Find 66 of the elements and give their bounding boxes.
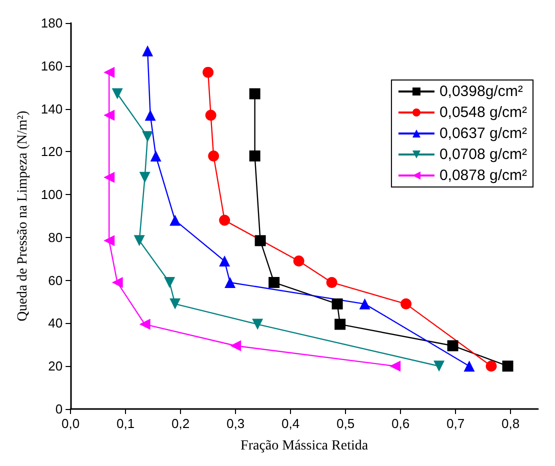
point (249, 88, 260, 100)
point (293, 256, 304, 267)
point (332, 298, 343, 310)
y-tick-label: 80 (48, 230, 63, 245)
point (434, 360, 445, 372)
point (134, 235, 145, 246)
point (230, 340, 242, 352)
point (164, 276, 176, 288)
point (202, 66, 214, 78)
point (326, 276, 338, 288)
point (254, 235, 266, 246)
y-tick-label: 120 (40, 144, 63, 160)
point (170, 214, 181, 226)
point (104, 110, 115, 121)
x-tick-label: 0,4 (282, 416, 300, 431)
point (104, 66, 115, 78)
point (486, 360, 497, 372)
legend-label: 0,0637 g/cm² (439, 125, 528, 142)
y-axis-title: Queda de Pressão na Limpeza (N/m²) (16, 110, 30, 322)
point (150, 150, 162, 162)
point (112, 88, 123, 100)
point (464, 360, 475, 372)
point (112, 276, 123, 288)
point (205, 110, 216, 121)
point (359, 298, 370, 310)
x-tick-label: 0,0 (62, 416, 80, 431)
legend-label: 0,0398g/cm² (439, 83, 523, 100)
point (447, 340, 458, 352)
point (219, 256, 230, 267)
point (268, 276, 280, 288)
x-tick-label: 0,6 (391, 416, 410, 431)
x-tick-label: 0,3 (226, 416, 245, 431)
y-tick-label: 20 (48, 358, 63, 374)
point (249, 150, 260, 162)
point (252, 318, 264, 330)
x-tick-label: 0,7 (446, 416, 465, 431)
y-tick-label: 180 (40, 16, 63, 30)
point (208, 150, 220, 162)
legend-label: 0,0708 g/cm² (439, 146, 528, 163)
point (104, 235, 115, 246)
point (390, 360, 401, 372)
y-tick-label: 60 (48, 272, 63, 288)
point (502, 360, 514, 372)
point (139, 172, 150, 183)
point (144, 110, 156, 121)
y-tick-label: 140 (40, 101, 63, 116)
point (400, 298, 412, 310)
x-axis-title: Fração Mássica Retida (240, 438, 369, 454)
x-tick-label: 0,8 (501, 416, 520, 431)
x-tick-label: 0,5 (336, 416, 355, 431)
point (219, 214, 230, 226)
y-tick-label: 0 (55, 402, 63, 416)
legend-label: 0,0878 g/cm² (439, 167, 528, 184)
x-tick-label: 0,1 (116, 416, 135, 431)
y-tick-label: 40 (48, 316, 63, 331)
point (142, 131, 154, 142)
x-tick-label: 0,2 (172, 416, 190, 431)
point (142, 45, 154, 56)
point (139, 318, 150, 330)
y-tick-label: 100 (40, 187, 63, 202)
legend-label: 0,0548 g/cm² (439, 104, 528, 121)
y-tick-label: 160 (40, 58, 63, 74)
point (104, 172, 115, 183)
point (170, 298, 181, 310)
point (334, 318, 346, 330)
point (224, 276, 236, 288)
